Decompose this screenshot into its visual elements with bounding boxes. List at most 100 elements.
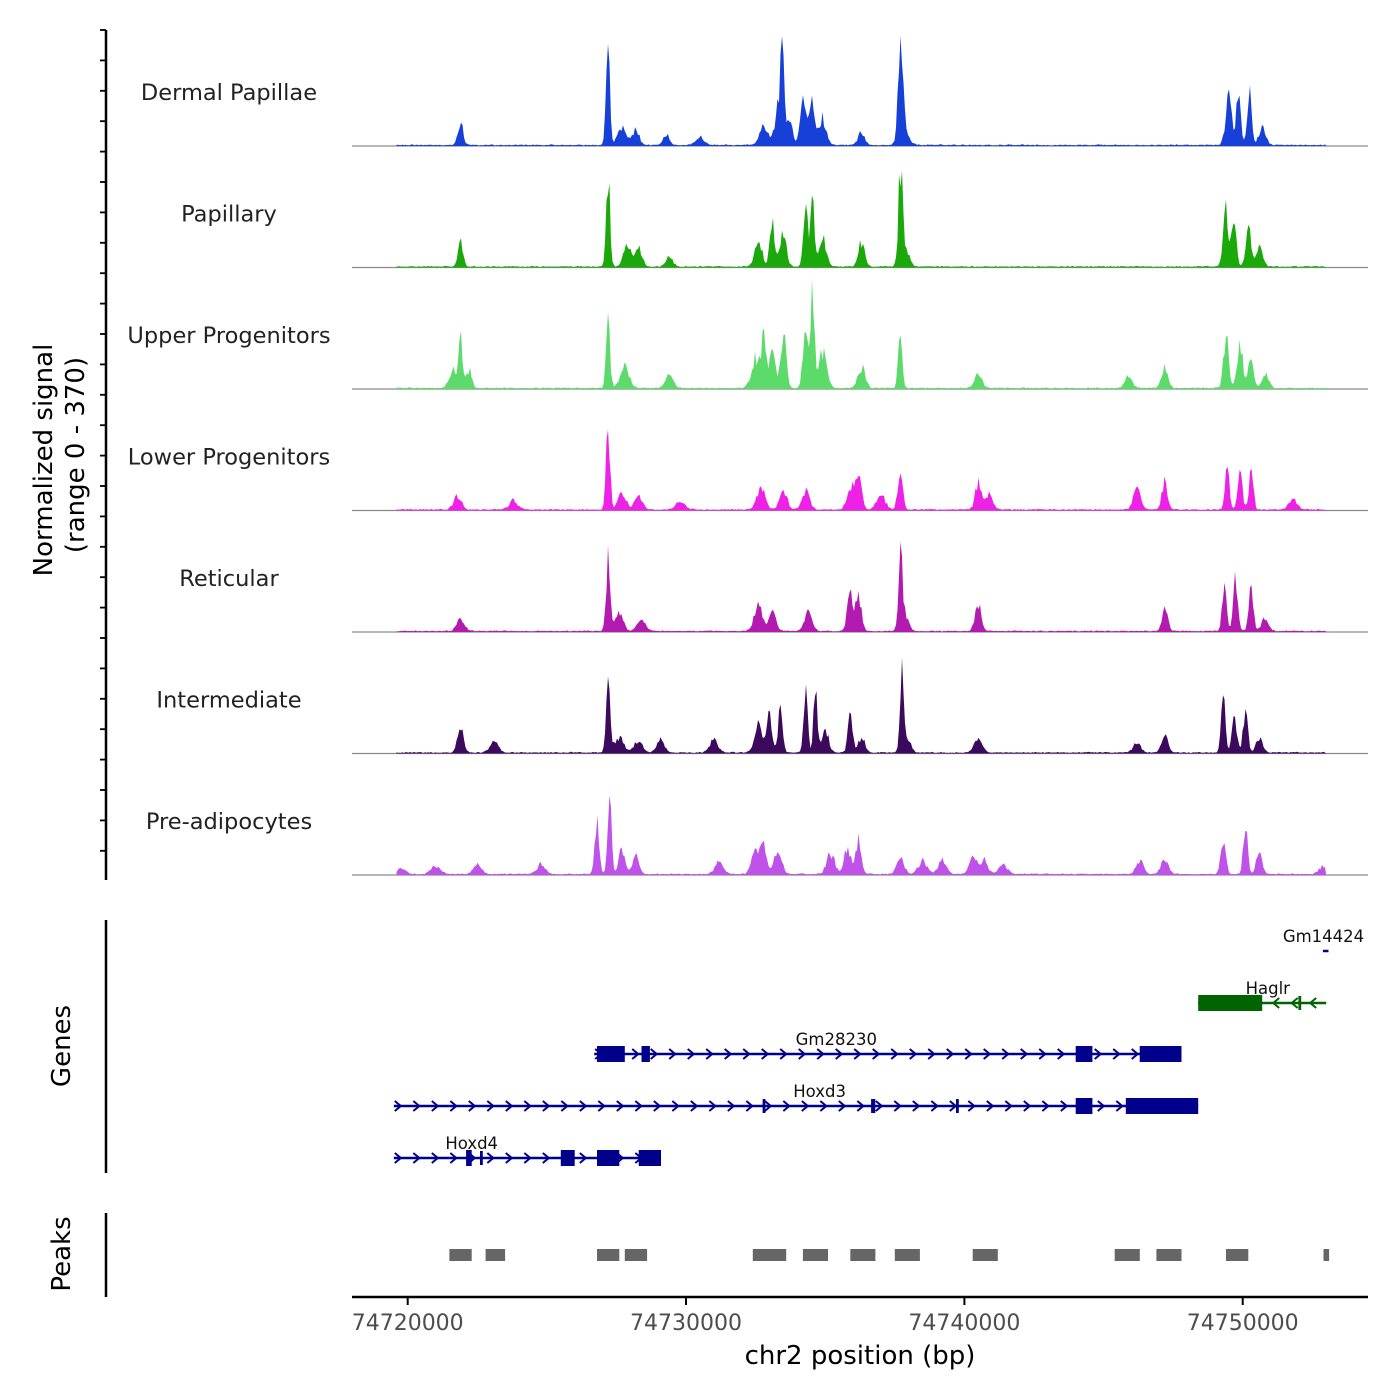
x-tick-label: 74740000: [908, 1311, 1020, 1336]
strand-arrow: [687, 1048, 696, 1060]
strand-arrow: [983, 1048, 992, 1060]
strand-arrow: [653, 1100, 662, 1112]
gene-model: Hoxd3: [393, 1082, 1199, 1114]
strand-arrow: [708, 1100, 717, 1112]
strand-arrow: [505, 1152, 514, 1164]
gene-model: Gm14424: [1283, 927, 1364, 953]
strand-arrow: [893, 1100, 902, 1112]
coverage-panel: Dermal Papillae Papillary Upper Progenitor…: [100, 29, 1368, 880]
peak-region: [485, 1249, 506, 1261]
strand-arrow: [560, 1100, 569, 1112]
gene-exon: [466, 1150, 472, 1166]
genes-panel: Gm14424 Haglr Gm28230 Hoxd3 Hoxd4: [104, 920, 1364, 1173]
strand-arrow: [1115, 1100, 1124, 1112]
strand-arrow: [835, 1048, 844, 1060]
strand-arrow: [631, 1048, 640, 1060]
strand-arrow: [949, 1100, 958, 1112]
peak-region: [894, 1249, 920, 1261]
strand-arrow: [431, 1100, 440, 1112]
gene-label: Hoxd3: [793, 1082, 846, 1101]
x-tick-label: 74720000: [352, 1311, 464, 1336]
coverage-area: [396, 657, 1327, 754]
strand-arrow: [597, 1100, 606, 1112]
strand-arrow: [838, 1100, 847, 1112]
strand-arrow: [890, 1048, 899, 1060]
gene-exon: [956, 1099, 959, 1113]
track-label: Papillary: [181, 202, 277, 228]
strand-arrow: [912, 1100, 921, 1112]
gene-exon: [641, 1046, 650, 1062]
gene-exon: [1075, 1098, 1093, 1114]
strand-arrow: [761, 1048, 770, 1060]
coverage-area: [396, 36, 1327, 146]
strand-arrow: [764, 1100, 773, 1112]
strand-arrow: [542, 1100, 551, 1112]
peak-region: [1114, 1249, 1140, 1261]
strand-arrow: [909, 1048, 918, 1060]
strand-arrow: [1038, 1048, 1047, 1060]
coverage-track: Dermal Papillae: [141, 36, 1368, 147]
peak-region: [449, 1249, 472, 1261]
peak-region: [1156, 1249, 1182, 1261]
track-label: Lower Progenitors: [128, 445, 330, 471]
strand-arrow: [798, 1048, 807, 1060]
strand-arrow: [1271, 997, 1280, 1009]
peak-region: [624, 1249, 648, 1261]
strand-arrow: [542, 1152, 551, 1164]
gene-label: Gm28230: [796, 1030, 877, 1049]
strand-arrow: [967, 1100, 976, 1112]
strand-arrow: [872, 1048, 881, 1060]
strand-arrow: [727, 1100, 736, 1112]
strand-arrow: [394, 1152, 403, 1164]
strand-arrow: [579, 1100, 588, 1112]
x-axis: 74720000 74730000 74740000 74750000: [352, 1295, 1368, 1336]
strand-arrow: [616, 1100, 625, 1112]
track-label: Dermal Papillae: [141, 80, 317, 106]
strand-arrow: [668, 1048, 677, 1060]
coverage-track: Reticular: [179, 541, 1368, 633]
x-tick-label: 74750000: [1187, 1311, 1299, 1336]
coverage-track: Lower Progenitors: [128, 429, 1368, 512]
strand-arrow: [394, 1100, 403, 1112]
gene-exon: [560, 1150, 575, 1166]
strand-arrow: [1131, 1048, 1140, 1060]
peak-region: [972, 1249, 998, 1261]
strand-arrow: [505, 1100, 514, 1112]
coverage-track: Pre-adipocytes: [146, 795, 1368, 876]
strand-arrow: [486, 1152, 495, 1164]
strand-arrow: [779, 1048, 788, 1060]
strand-arrow: [1041, 1100, 1050, 1112]
strand-arrow: [964, 1048, 973, 1060]
coverage-area: [396, 170, 1327, 268]
peak-region: [1226, 1249, 1249, 1261]
gene-exon: [1075, 1046, 1093, 1062]
genes-panel-label: Genes: [47, 1005, 77, 1087]
strand-arrow: [782, 1100, 791, 1112]
strand-arrow: [1020, 1048, 1029, 1060]
gene-label: Hoxd4: [445, 1134, 498, 1153]
gene-exon: [1298, 996, 1302, 1010]
strand-arrow: [412, 1152, 421, 1164]
strand-arrow: [523, 1100, 532, 1112]
track-label: Upper Progenitors: [127, 323, 330, 349]
x-axis-label: chr2 position (bp): [745, 1341, 976, 1371]
peak-region: [850, 1249, 876, 1261]
strand-arrow: [1001, 1048, 1010, 1060]
gene-model: Hoxd4: [393, 1134, 662, 1166]
coverage-track: Papillary: [181, 170, 1368, 269]
gene-label: Haglr: [1246, 979, 1291, 998]
gene-exon: [1139, 1046, 1182, 1062]
strand-arrow: [946, 1048, 955, 1060]
gene-exon: [480, 1151, 483, 1165]
strand-arrow: [1057, 1048, 1066, 1060]
gene-exon: [871, 1099, 876, 1113]
strand-arrow: [875, 1100, 884, 1112]
strand-arrow: [1004, 1100, 1013, 1112]
y-axis-label: Normalized signal: [29, 344, 59, 577]
strand-arrow: [412, 1100, 421, 1112]
gene-exon: [762, 1099, 766, 1113]
strand-arrow: [1097, 1100, 1106, 1112]
track-label: Pre-adipocytes: [146, 809, 312, 835]
gene-model: Gm28230: [594, 1030, 1182, 1062]
y-axis-range-label: (range 0 - 370): [61, 357, 91, 553]
